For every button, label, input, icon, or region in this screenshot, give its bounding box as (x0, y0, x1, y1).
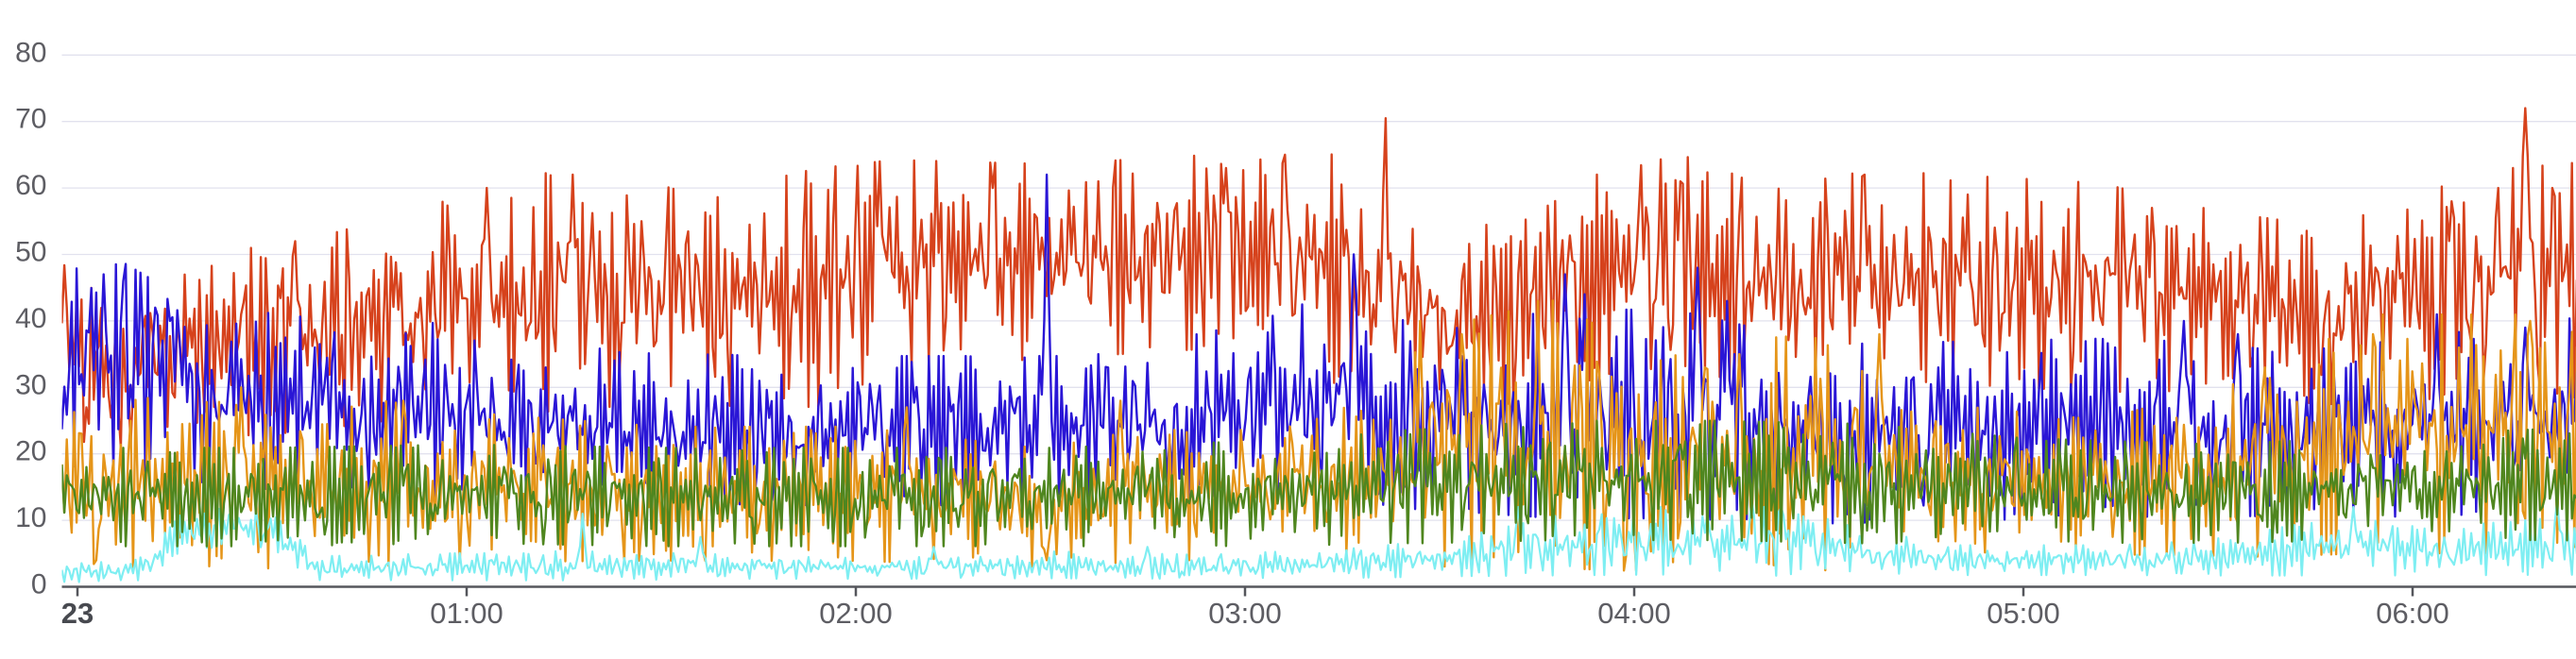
svg-text:0: 0 (31, 569, 47, 600)
svg-text:03:00: 03:00 (1208, 597, 1282, 630)
svg-text:80: 80 (15, 37, 46, 68)
svg-text:06:00: 06:00 (2376, 597, 2449, 630)
svg-text:50: 50 (15, 237, 46, 268)
svg-text:01:00: 01:00 (430, 597, 503, 630)
svg-text:05:00: 05:00 (1987, 597, 2060, 630)
svg-text:70: 70 (15, 104, 46, 135)
svg-text:20: 20 (15, 436, 46, 467)
svg-text:60: 60 (15, 170, 46, 201)
svg-text:10: 10 (15, 502, 46, 533)
svg-text:30: 30 (15, 369, 46, 400)
svg-text:40: 40 (15, 303, 46, 334)
svg-text:02:00: 02:00 (819, 597, 893, 630)
svg-text:23: 23 (61, 597, 94, 630)
svg-text:04:00: 04:00 (1597, 597, 1671, 630)
